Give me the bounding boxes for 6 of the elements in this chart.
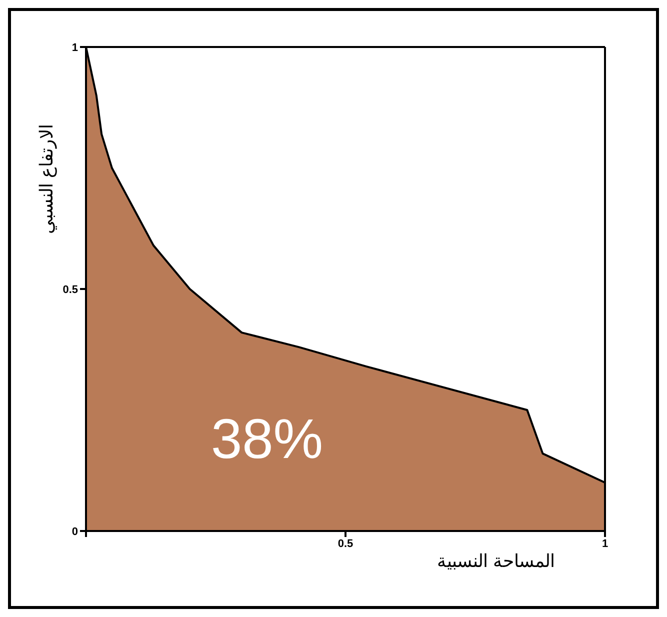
y-tick-label: 1 <box>72 42 78 54</box>
x-axis-title: المساحة النسبية <box>436 551 555 571</box>
y-axis-title: الارتفاع النسبي <box>36 124 58 234</box>
annotation: 38% <box>211 406 324 471</box>
y-tick-label: 0.5 <box>62 284 78 296</box>
y-tick-label: 0 <box>72 526 78 538</box>
